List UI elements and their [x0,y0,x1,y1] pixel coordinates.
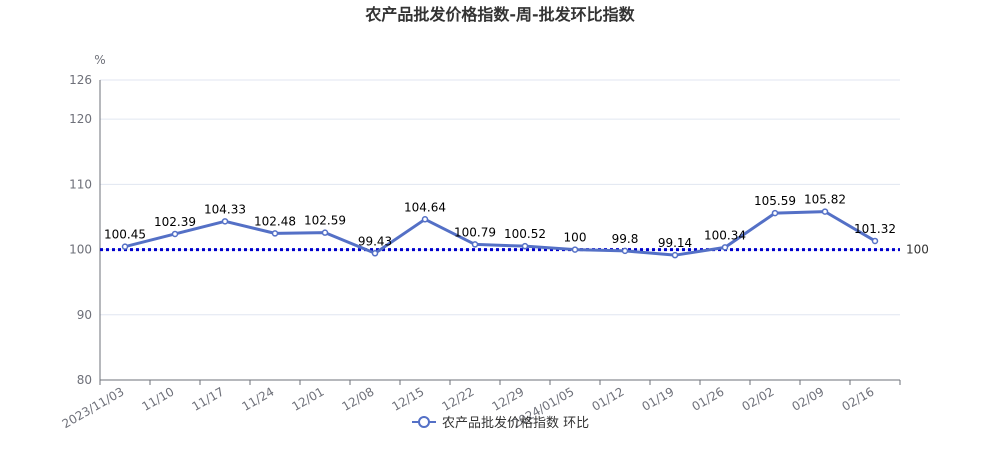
x-tick-label: 01/26 [690,384,727,413]
x-tick-label: 11/17 [190,384,227,413]
data-point[interactable] [221,218,229,225]
x-tick-label: 12/15 [390,384,427,413]
data-label: 99.43 [358,234,392,248]
data-point[interactable] [871,237,879,245]
y-tick-label: 110 [69,177,92,191]
data-label: 99.14 [658,236,692,250]
data-label: 102.39 [154,215,196,229]
data-point[interactable] [521,242,529,250]
legend[interactable]: 农产品批发价格指数 环比 [412,415,589,431]
axes: 80 90 100 110 120 126 2023/11/03 11/10 11/17 11/2… [60,73,901,431]
chart-title: 农产品批发价格指数-周-批发环比指数 [364,5,635,24]
data-label: 100 [564,231,587,245]
data-label: 102.48 [254,214,296,228]
x-tick-label: 01/19 [640,384,677,413]
y-tick-label: 90 [77,308,92,322]
x-tick-label: 11/10 [140,384,177,413]
data-label: 100.52 [504,227,546,241]
x-tick-label: 2023/11/03 [60,384,127,431]
x-tick-label: 11/24 [240,384,277,413]
data-point[interactable] [721,244,729,251]
data-label: 100.79 [454,225,496,239]
y-tick-label: 100 [69,243,92,257]
x-tick-label: 02/02 [740,384,777,413]
x-tick-label: 12/29 [490,384,527,413]
data-label: 104.64 [404,200,446,214]
data-label: 100.34 [704,228,746,242]
legend-swatch-marker [418,416,430,428]
data-point[interactable] [821,208,829,215]
x-tick-label: 02/16 [840,384,877,413]
data-point[interactable] [671,251,679,259]
reference-line-label: 100 [906,243,929,257]
x-tick-label: 01/12 [590,384,627,413]
x-tick-label: 12/08 [340,384,377,413]
data-point[interactable] [471,241,479,248]
legend-label: 农产品批发价格指数 环比 [442,415,589,431]
series-layer [121,208,879,259]
data-point[interactable] [171,230,179,238]
y-axis-unit: % [94,53,105,67]
data-point[interactable] [271,230,279,237]
data-label: 99.8 [612,232,639,246]
data-point[interactable] [121,243,129,250]
x-tick-label: 12/01 [290,384,327,413]
x-tick-label: 02/09 [790,384,827,413]
data-point[interactable] [321,229,329,236]
data-label: 105.59 [754,194,796,208]
y-tick-label: 120 [69,112,92,126]
data-point[interactable] [571,246,579,253]
y-tick-label: 126 [69,73,92,87]
data-point[interactable] [371,250,379,257]
data-label: 102.59 [304,214,346,228]
data-point[interactable] [621,247,629,255]
data-label: 105.82 [804,193,846,207]
data-label: 100.45 [104,228,146,242]
data-labels: 100.45 102.39 104.33 102.48 102.59 99.43 104.6… [104,193,896,251]
data-point[interactable] [421,216,429,223]
x-tick-label: 12/22 [440,384,477,413]
reference-line-group: 100 [100,243,929,257]
series-line [124,210,876,257]
data-label: 101.32 [854,222,896,236]
data-point[interactable] [771,209,779,217]
data-label: 104.33 [204,202,246,216]
y-tick-label: 80 [77,373,92,387]
